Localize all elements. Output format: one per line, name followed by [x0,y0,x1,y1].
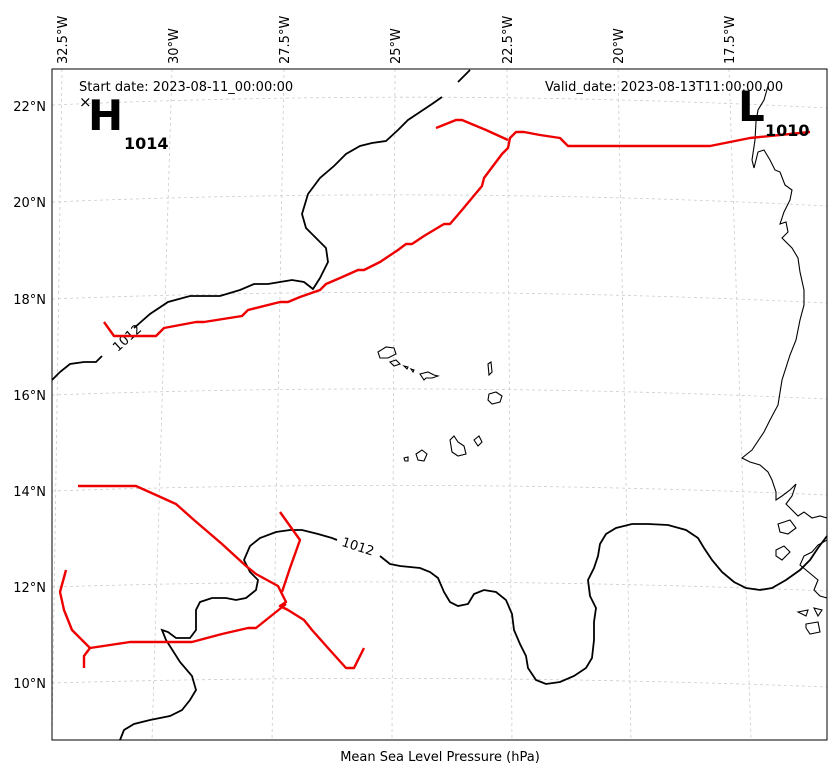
isobar-1012-north [51,69,471,381]
lon-label-20w: 20°W [612,28,627,64]
island-maio [473,435,483,447]
longitude-labels: 32.5°W 30°W 27.5°W 25°W 22.5°W 20°W 17.5… [56,16,738,64]
island-sao-nicolau [419,371,440,381]
island-sao-vicente [388,359,402,367]
gridline-lat-22 [51,96,828,109]
africa-coast [740,85,828,519]
gridline-lon-25 [391,68,396,741]
coastline [377,85,828,635]
lat-label-12n: 12°N [13,581,46,596]
lon-label-30w: 30°W [167,28,182,64]
front-line-south [78,484,366,670]
island-fogo [415,449,428,462]
latitude-labels: 22°N 20°N 18°N 16°N 14°N 12°N 10°N [13,100,46,692]
gridlines [51,68,828,741]
low-pressure-centre: L 1010 [738,82,810,140]
gridline-lon-22-5 [506,68,513,741]
lat-label-10n: 10°N [13,677,46,692]
lon-label-22-5w: 22.5°W [501,16,516,64]
isobars: 1012 1012 [51,69,828,741]
isobar-1012-south [119,523,828,741]
gridline-lon-32-5 [51,68,63,741]
front-line-southwest [58,569,287,668]
lat-label-18n: 18°N [13,293,46,308]
lat-label-16n: 16°N [13,389,46,404]
start-date-label: Start date: 2023-08-11_00:00:00 [79,80,293,95]
gridline-lat-20 [51,194,828,207]
gridline-lon-27-5 [271,68,285,741]
gridline-lat-14 [51,484,828,496]
island-brava [403,456,409,462]
high-pressure-centre: × H 1014 [79,91,169,153]
front-line-south-branch [279,511,302,593]
gridline-lat-18 [51,291,828,304]
lon-label-32-5w: 32.5°W [56,16,71,64]
lon-label-27-5w: 27.5°W [278,16,293,64]
lon-label-17-5w: 17.5°W [723,16,738,64]
front-line-north-east-branch [435,118,509,142]
gridline-lon-20 [617,68,632,741]
island-santa-luzia [402,364,415,374]
gridline-lon-17-5 [728,68,752,741]
gridline-lat-10 [51,677,828,688]
lat-label-14n: 14°N [13,485,46,500]
gridline-lon-30 [151,68,173,741]
valid-date-label: Valid_date: 2023-08-13T11:00:00.00 [545,80,783,95]
island-santo-antao [377,346,397,359]
map-frame [51,68,828,741]
map-xlabel: Mean Sea Level Pressure (hPa) [340,750,540,765]
low-value: 1010 [765,121,810,140]
gridline-lat-12 [51,581,828,592]
front-line-north [103,130,811,338]
low-letter: L [738,82,765,131]
isobar-label-north: 1012 [110,322,145,355]
gridline-lat-16 [51,388,828,400]
island-santiago [449,435,467,457]
high-value: 1014 [124,134,169,153]
fronts [58,118,811,670]
lat-label-22n: 22°N [13,100,46,115]
lat-label-20n: 20°N [13,196,46,211]
africa-coast-south [799,539,828,599]
lon-label-25w: 25°W [389,28,404,64]
guinea-islands [775,519,823,635]
high-letter: H [88,91,123,140]
high-marker-icon: × [79,93,92,111]
island-boa-vista [487,391,503,405]
island-sal [487,361,493,377]
isobar-label-south: 1012 [340,535,376,559]
